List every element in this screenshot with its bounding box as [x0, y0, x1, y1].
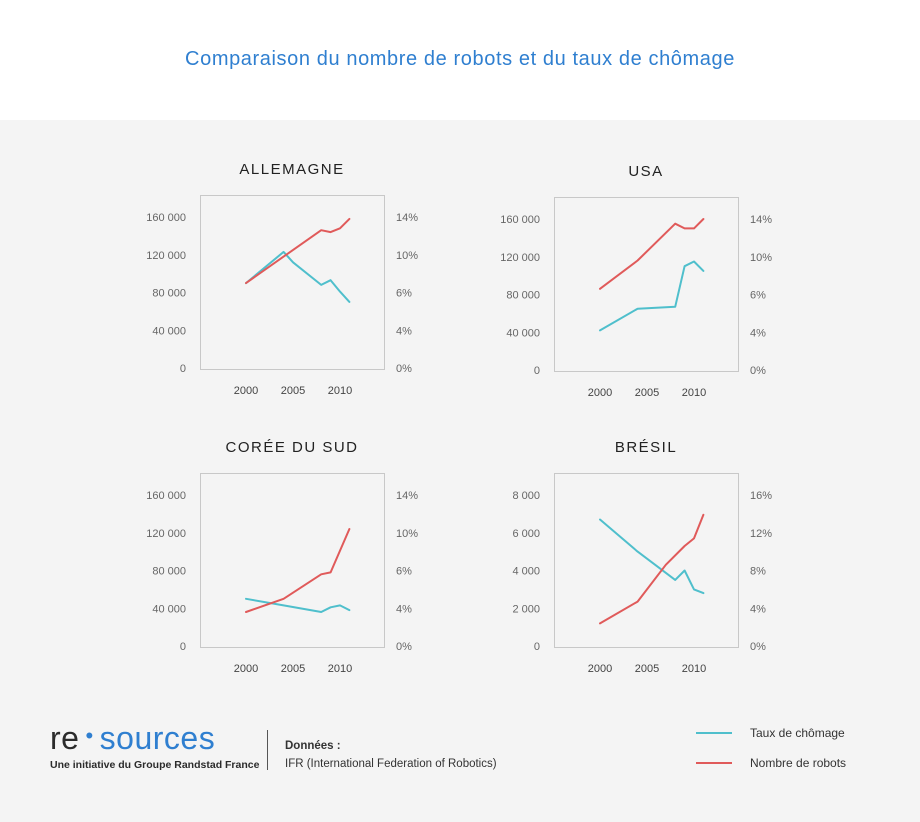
x-tick-label: 2010	[682, 663, 706, 675]
x-tick-label: 2005	[281, 385, 305, 397]
logo-tagline: Une initiative du Groupe Randstad France	[50, 759, 260, 771]
left-tick-label: 40 000	[506, 327, 540, 339]
chart-title: CORÉE DU SUD	[225, 439, 358, 456]
right-tick-label: 0%	[750, 365, 766, 377]
right-tick-label: 16%	[750, 490, 772, 502]
x-tick-label: 2010	[682, 387, 706, 399]
series-line-robots	[599, 218, 705, 290]
legend-label-chomage: Taux de chômage	[750, 726, 845, 740]
left-tick-label: 40 000	[152, 603, 186, 615]
right-tick-label: 0%	[750, 641, 766, 653]
x-tick-label: 2005	[281, 663, 305, 675]
x-tick-label: 2005	[635, 663, 659, 675]
brand-logo: re • sources Une initiative du Groupe Rand…	[50, 720, 259, 771]
source-text: IFR (International Federation of Robotic…	[285, 758, 497, 770]
left-tick-label: 80 000	[152, 566, 186, 578]
series-line-chomage	[245, 250, 351, 303]
right-tick-label: 4%	[396, 325, 412, 337]
left-tick-label: 0	[180, 363, 186, 375]
left-tick-label: 8 000	[512, 490, 540, 502]
legend: Taux de chômage Nombre de robots	[696, 718, 846, 778]
left-tick-label: 160 000	[146, 212, 186, 224]
x-tick-label: 2005	[635, 387, 659, 399]
data-source: Données : IFR (International Federation …	[285, 740, 497, 770]
right-tick-label: 14%	[750, 214, 772, 226]
x-tick-label: 2000	[588, 663, 612, 675]
plot-frame	[200, 473, 385, 648]
series-line-chomage	[599, 260, 705, 332]
logo-part-re: re	[50, 720, 80, 756]
left-tick-label: 0	[534, 641, 540, 653]
right-tick-label: 14%	[396, 212, 418, 224]
plot-frame	[554, 473, 739, 648]
left-tick-label: 40 000	[152, 325, 186, 337]
x-tick-label: 2000	[588, 387, 612, 399]
plot-frame	[554, 197, 739, 372]
legend-swatch-chomage	[696, 732, 732, 734]
x-tick-label: 2000	[234, 663, 258, 675]
x-tick-label: 2000	[234, 385, 258, 397]
series-line-chomage	[245, 597, 351, 613]
charts-panel	[0, 120, 920, 822]
right-tick-label: 4%	[396, 603, 412, 615]
left-tick-label: 120 000	[146, 528, 186, 540]
right-tick-label: 0%	[396, 641, 412, 653]
series-line-chomage	[599, 518, 705, 595]
x-tick-label: 2010	[328, 663, 352, 675]
chart-title: BRÉSIL	[615, 439, 677, 456]
legend-item-chomage: Taux de chômage	[696, 718, 846, 748]
chart-title: ALLEMAGNE	[239, 161, 344, 178]
left-tick-label: 120 000	[146, 250, 186, 262]
logo-dot: •	[85, 723, 94, 748]
footer-divider	[267, 730, 268, 770]
right-tick-label: 6%	[750, 290, 766, 302]
left-tick-label: 0	[180, 641, 186, 653]
right-tick-label: 12%	[750, 528, 772, 540]
x-tick-label: 2010	[328, 385, 352, 397]
right-tick-label: 8%	[750, 566, 766, 578]
left-tick-label: 4 000	[512, 566, 540, 578]
header: Comparaison du nombre de robots et du ta…	[0, 0, 920, 120]
left-tick-label: 160 000	[500, 214, 540, 226]
right-tick-label: 10%	[750, 252, 772, 264]
right-tick-label: 4%	[750, 603, 766, 615]
plot-frame	[200, 195, 385, 370]
left-tick-label: 2 000	[512, 603, 540, 615]
legend-item-robots: Nombre de robots	[696, 748, 846, 778]
page-title: Comparaison du nombre de robots et du ta…	[185, 48, 735, 70]
left-tick-label: 0	[534, 365, 540, 377]
left-tick-label: 6 000	[512, 528, 540, 540]
right-tick-label: 0%	[396, 363, 412, 375]
source-label: Données :	[285, 740, 341, 752]
series-line-robots	[245, 528, 351, 613]
left-tick-label: 120 000	[500, 252, 540, 264]
logo-part-sources: sources	[99, 720, 216, 756]
series-line-robots	[599, 513, 705, 625]
right-tick-label: 14%	[396, 490, 418, 502]
left-tick-label: 80 000	[506, 290, 540, 302]
right-tick-label: 10%	[396, 250, 418, 262]
legend-label-robots: Nombre de robots	[750, 756, 847, 770]
left-tick-label: 160 000	[146, 490, 186, 502]
logo-wordmark: re • sources	[50, 720, 259, 757]
right-tick-label: 6%	[396, 288, 412, 300]
right-tick-label: 10%	[396, 528, 418, 540]
right-tick-label: 6%	[396, 566, 412, 578]
chart-title: USA	[628, 163, 663, 180]
legend-swatch-robots	[696, 762, 732, 764]
right-tick-label: 4%	[750, 327, 766, 339]
series-line-robots	[245, 217, 351, 285]
left-tick-label: 80 000	[152, 288, 186, 300]
